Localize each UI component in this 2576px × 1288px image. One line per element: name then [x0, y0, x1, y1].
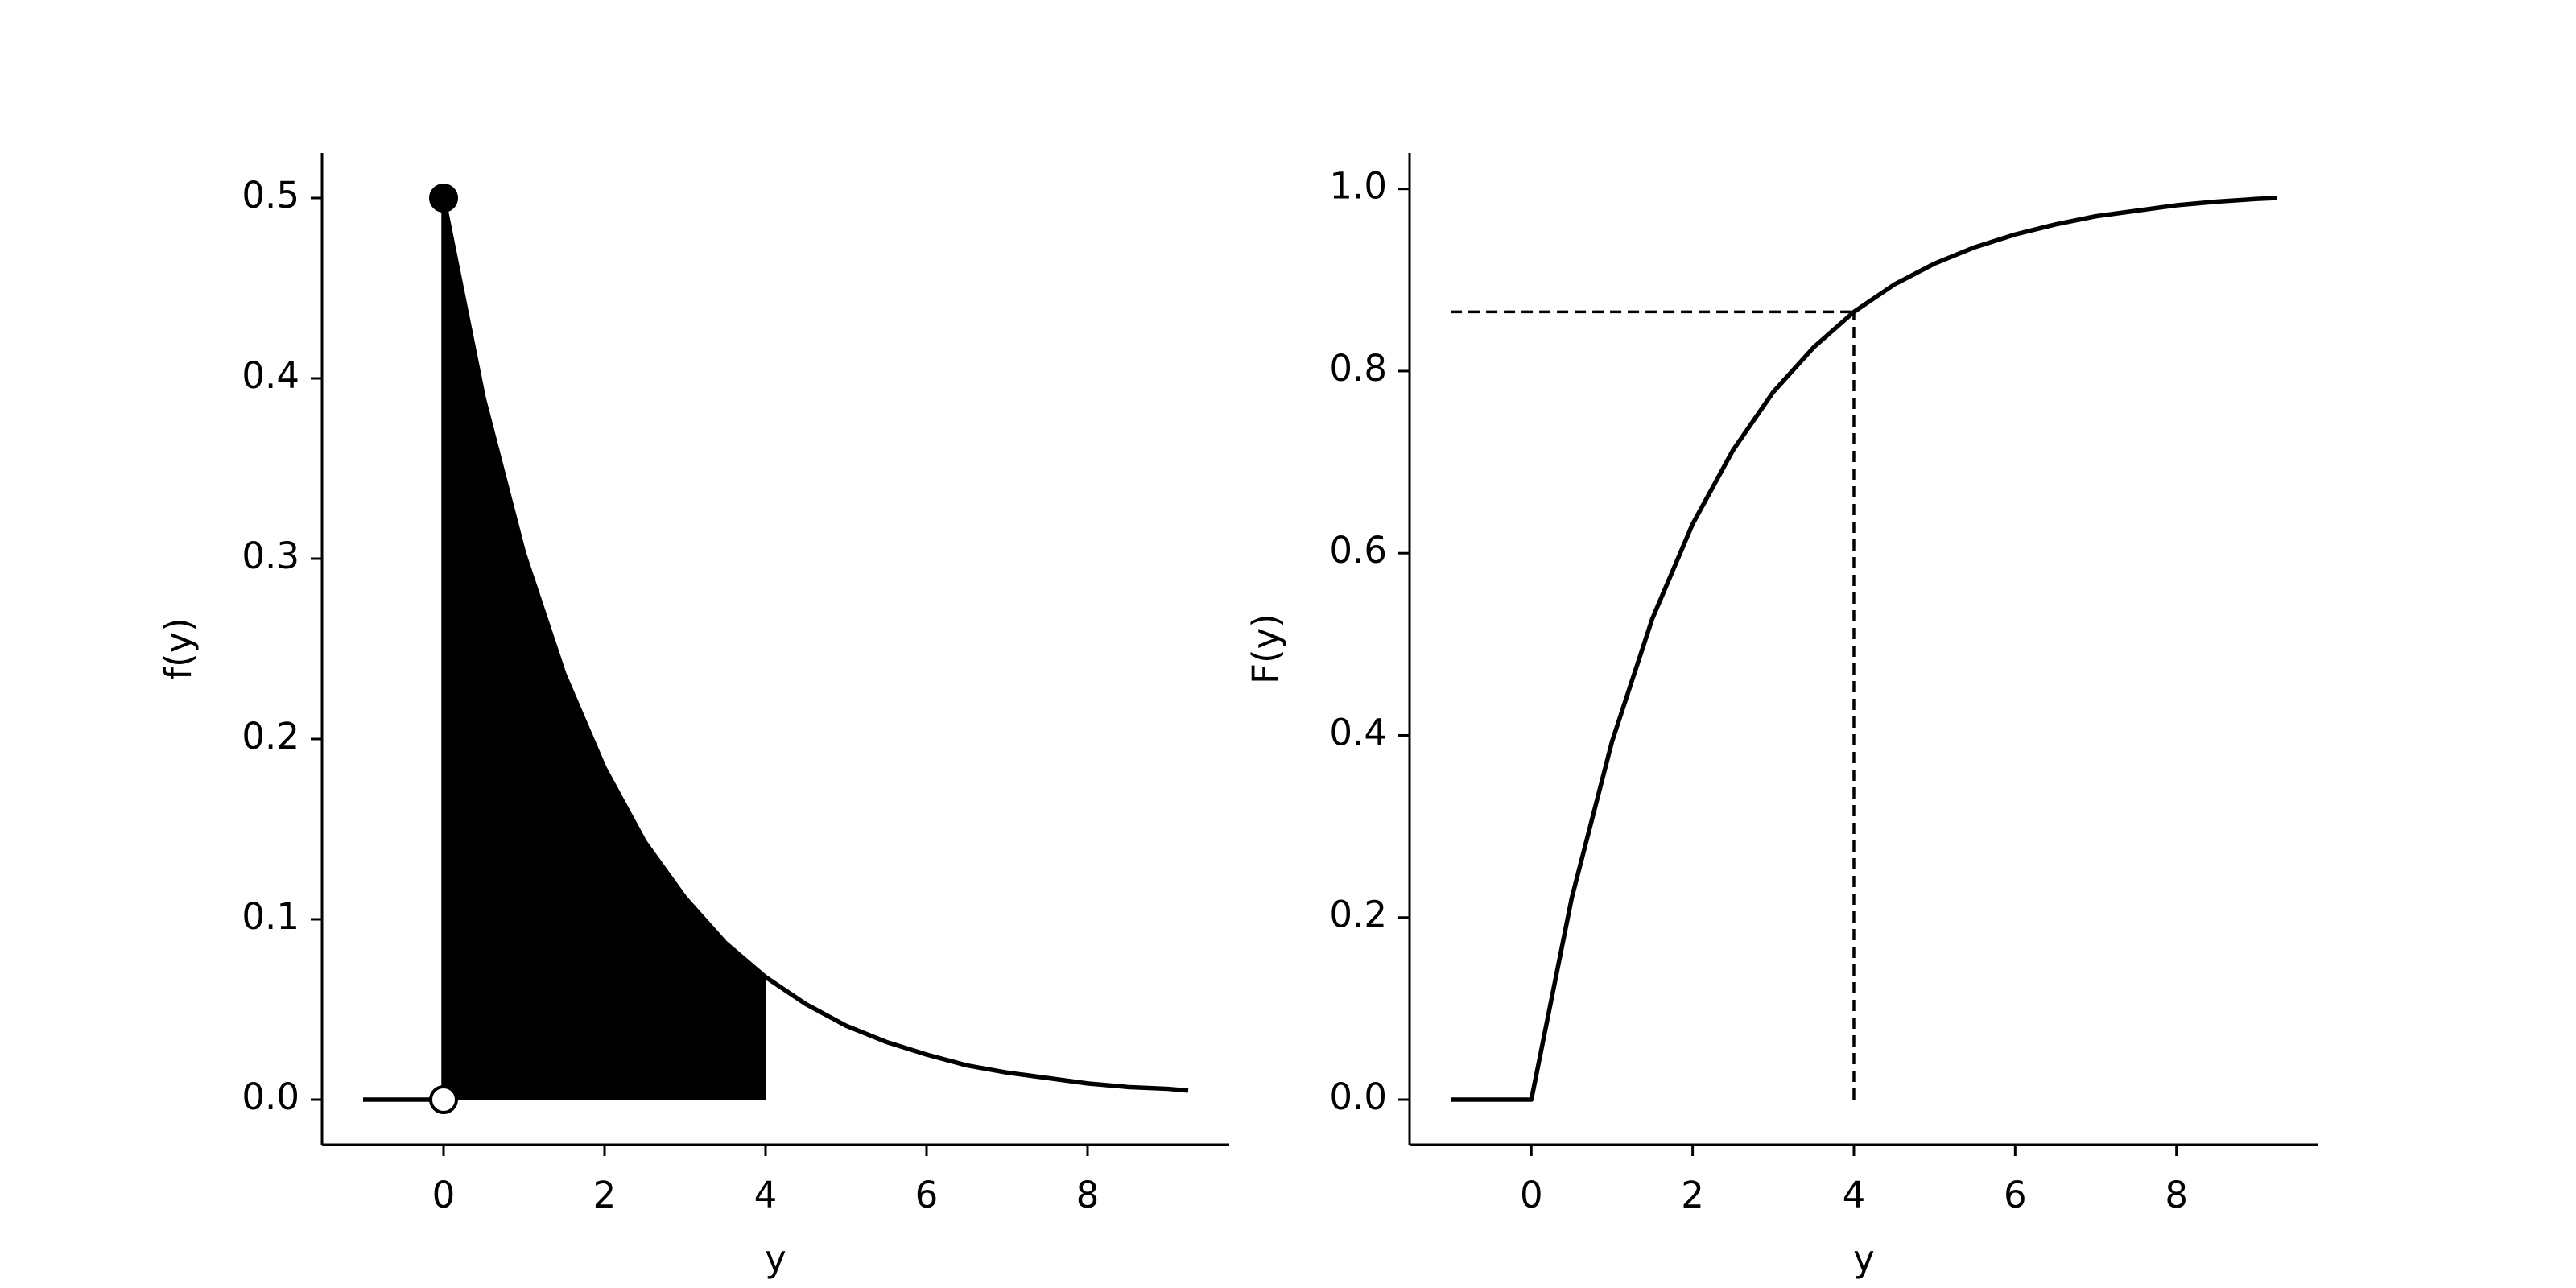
y-tick-label: 0.2 [242, 715, 299, 758]
y-tick-label: 1.0 [1329, 165, 1387, 208]
x-axis-label: y [765, 1237, 786, 1280]
y-tick-label: 0.1 [242, 895, 299, 938]
y-tick-label: 0.0 [242, 1075, 299, 1118]
y-tick-label: 0.8 [1329, 347, 1387, 390]
y-tick-label: 0.0 [1329, 1075, 1387, 1118]
x-tick-label: 6 [2004, 1174, 2027, 1216]
shaded-area [444, 198, 766, 1100]
x-tick-label: 4 [754, 1174, 778, 1216]
x-tick-label: 8 [1076, 1174, 1100, 1216]
x-tick-label: 4 [1843, 1174, 1866, 1216]
x-tick-label: 0 [432, 1174, 456, 1216]
point-marker [429, 184, 458, 213]
axes: 0 2 4 6 8 0.0 0.1 0.2 0.3 0.4 0.5 y f(y) [157, 153, 1229, 1280]
y-tick-label: 0.4 [242, 354, 299, 397]
x-tick-label: 8 [2165, 1174, 2188, 1216]
point-marker [429, 1085, 458, 1114]
y-tick-label: 0.6 [1329, 529, 1387, 572]
x-tick-label: 6 [915, 1174, 939, 1216]
curve [1451, 196, 2278, 1102]
y-axis-label: F(y) [1245, 613, 1287, 684]
axes: 0 2 4 6 8 0.0 0.2 0.4 0.6 0.8 1.0 y F(y) [1245, 153, 2318, 1280]
x-tick-label: 2 [1681, 1174, 1704, 1216]
curve [363, 196, 1189, 1102]
y-tick-label: 0.3 [242, 535, 299, 577]
x-axis-label: y [1853, 1237, 1875, 1280]
y-axis-label: f(y) [157, 617, 200, 680]
x-tick-label: 2 [593, 1174, 617, 1216]
y-tick-label: 0.2 [1329, 894, 1387, 936]
y-tick-label: 0.4 [1329, 711, 1387, 753]
x-tick-label: 0 [1520, 1174, 1543, 1216]
y-tick-label: 0.5 [242, 174, 299, 217]
